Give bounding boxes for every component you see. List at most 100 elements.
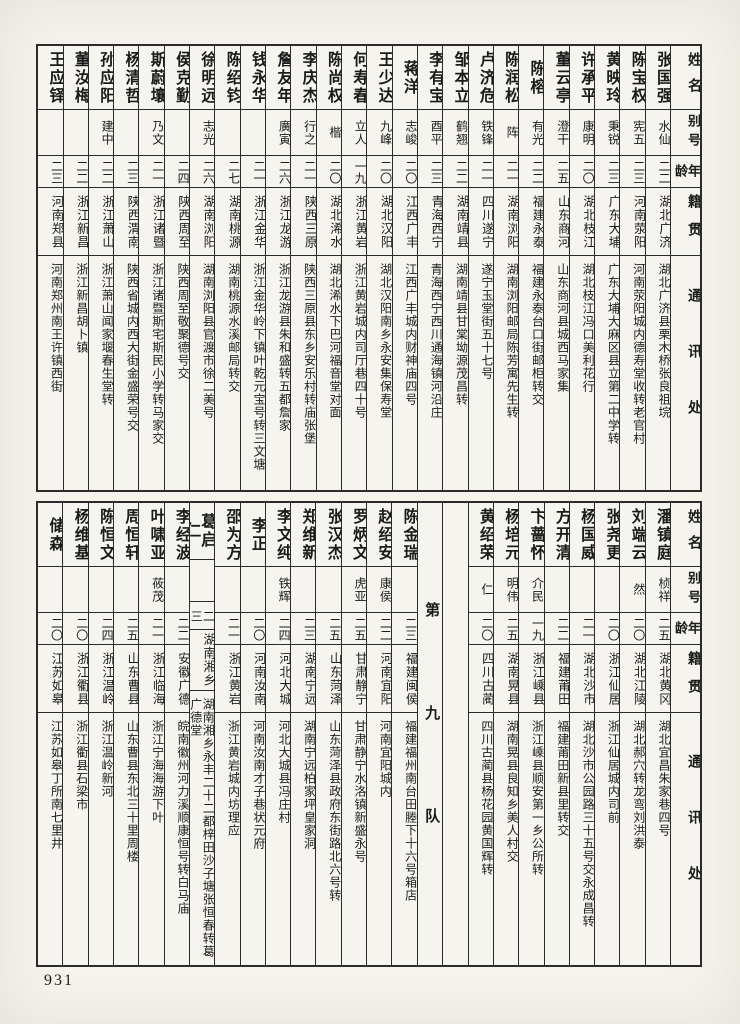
squad-divider-label: 第九队: [423, 601, 440, 911]
person-native-place: 山东商河: [544, 188, 569, 256]
person-column: 陈榕 有光 二二 福建永泰 福建永泰台口街邮柜转交: [518, 46, 544, 490]
person-address: 湖南浏阳县官渡市徐二美号: [201, 263, 215, 419]
person-alias: 铁辉: [265, 567, 291, 613]
person-column: 李正 二〇 河南汝南 河南汝南才子巷状元府: [239, 503, 265, 965]
person-native-place: 湖南晃县: [493, 645, 519, 713]
person-column: 王应铎 二三 河南郑县 河南郑州南王许镇西街: [38, 46, 63, 490]
person-native-place: 浙江新昌: [63, 188, 88, 256]
header-address-label: 通讯处: [686, 754, 700, 922]
squad-divider-spacer: [442, 503, 468, 965]
person-alias: [215, 110, 240, 156]
person-name: 邹本立: [443, 46, 468, 110]
person-native-place: 浙江萧山: [88, 188, 114, 256]
person-native-place: 陕西三原: [291, 188, 316, 256]
roster-table-upper: 姓名 别号 年龄 籍贯 通讯处 张国强 水仙 二二 湖北广济 湖北广济县栗木桥张…: [36, 44, 702, 492]
person-address: 福建莆田新县里转交: [555, 720, 569, 837]
person-alias: [316, 567, 341, 613]
person-column: 蒋洋 志峻 二〇 江西广丰 江西广丰城内财神庙四号: [391, 46, 417, 490]
person-alias: 宪五: [620, 110, 645, 156]
person-native-place: 浙江诸暨: [139, 188, 164, 256]
person-address: 浙江新昌胡卜镇: [74, 263, 88, 354]
person-native-place: 湖北江陵: [620, 645, 645, 713]
person-native-place: 河北大城: [265, 645, 291, 713]
person-name: 邵为方: [215, 503, 240, 567]
person-name: 李有宝: [417, 46, 443, 110]
person-name: 陈绍钧: [215, 46, 240, 110]
person-alias: 铁锋: [468, 110, 493, 156]
person-name: 赵绍安: [367, 503, 392, 567]
person-native-place: 湖北黄冈: [645, 645, 670, 713]
person-native-place: 浙江临海: [139, 645, 164, 713]
person-column: 陈恒文 二四 浙江温岭 浙江温岭新河: [87, 503, 114, 965]
person-age: 二〇: [595, 613, 620, 645]
person-alias: 志峻: [392, 110, 417, 156]
person-alias: 康侯: [367, 567, 392, 613]
person-column: 钱永华 二一 浙江金华 浙江金华岭下镇叶乾元宝号转三文塘: [239, 46, 265, 490]
header-name-label: 姓名: [671, 46, 700, 110]
person-name: 钱永华: [240, 46, 265, 110]
person-native-place: 湖北沙市: [569, 645, 595, 713]
person-name: 李文纯: [265, 503, 291, 567]
person-age: 二一: [240, 156, 265, 188]
person-native-place: 湖南浏阳: [190, 188, 215, 256]
person-alias: 楷: [316, 110, 341, 156]
person-address: 陕西省城内西大街金盛荣号交: [125, 263, 139, 432]
person-native-place: 浙江龙游: [266, 188, 291, 256]
person-age: 一九: [341, 156, 367, 188]
roster-table-lower: 姓名 别号 年龄 籍贯 通讯处 潘镇庭 桢祥 二五 湖北黄冈 湖北宜昌朱家巷四号…: [36, 501, 702, 967]
person-age: 二〇: [316, 156, 341, 188]
person-alias: 有光: [519, 110, 544, 156]
person-native-place: 湖南宁远: [291, 645, 316, 713]
person-alias: 仁: [468, 567, 493, 613]
person-alias: 莜茂: [139, 567, 164, 613]
person-address: 江苏如皋丁所南七里井: [49, 720, 63, 850]
person-column: 方开清 二二 福建莆田 福建莆田新县里转交: [543, 503, 569, 965]
person-age: 一九: [519, 613, 544, 645]
person-name: 罗炳文: [341, 503, 367, 567]
person-alias: 水仙: [645, 110, 670, 156]
person-name: 黄绍荣: [468, 503, 493, 567]
person-address: 河南郑州南王许镇西街: [49, 263, 63, 393]
person-address: 浙江衢县石梁市: [74, 720, 88, 811]
person-name: 储森: [38, 503, 63, 567]
person-age: 二一: [291, 156, 316, 188]
person-column: 董汝梅 二二 浙江新昌 浙江新昌胡卜镇: [62, 46, 88, 490]
person-age: 二三: [291, 613, 316, 645]
person-column: 罗炳文 虎亚 二五 甘肃静宁 甘肃静宁水洛镇新盛永号: [340, 503, 367, 965]
person-age: 二五: [493, 613, 519, 645]
person-alias: [114, 110, 139, 156]
header-name-label: 姓名: [671, 503, 700, 567]
person-native-place: 甘肃静宁: [341, 645, 367, 713]
person-name: 张汉杰: [316, 503, 341, 567]
person-address: 河北大城县冯庄村: [277, 720, 291, 824]
person-address: 湖南晃县良知乡美人村交: [505, 720, 519, 863]
person-column: 邹本立 鹤翘 二二 湖南靖县 湖南靖县甘棠坳源茂昌转: [442, 46, 468, 490]
person-native-place: 福建闽侯: [392, 645, 417, 713]
person-age: 二一: [493, 156, 519, 188]
person-alias: [240, 567, 265, 613]
person-alias: 虎亚: [341, 567, 367, 613]
person-column: 王少达 九峰 二〇 湖北汉阳 湖北汉阳南乡永安集保寿堂: [366, 46, 392, 490]
person-column: 杨国威 二一 湖北沙市 湖北沙市公园路三十五号交永成昌转: [568, 503, 595, 965]
header-native-label: 籍贯: [671, 645, 700, 713]
person-age: 二一: [215, 613, 240, 645]
person-name: 张尧更: [595, 503, 620, 567]
squad-divider-column: 第九队: [416, 503, 468, 965]
person-alias: 澄干: [544, 110, 569, 156]
person-alias: [164, 110, 190, 156]
person-column: 杨维基 二〇 浙江衢县 浙江衢县石梁市: [62, 503, 88, 965]
person-age: 二三: [392, 613, 417, 645]
person-age: 二〇: [38, 613, 63, 645]
person-address: 皖南徽州河力溪顺康恒号转白马庙: [175, 720, 189, 915]
person-name: 孙应阳: [88, 46, 114, 110]
person-column: 赵绍安 康侯 二二 河南宜阳 河南宜阳城内: [366, 503, 392, 965]
person-name: 董云亭: [544, 46, 569, 110]
person-column: 陈润松 阵 二一 湖南浏阳 湖南浏阳邮局陈芳寓先生转: [492, 46, 519, 490]
person-alias: [114, 567, 139, 613]
person-name: 葛启仁: [189, 503, 215, 561]
person-name: 王少达: [367, 46, 392, 110]
person-alias: [164, 567, 189, 613]
person-native-place: 湖北汉阳: [367, 188, 392, 256]
person-age: 二〇: [63, 613, 88, 645]
person-column: 斯蔚壤 乃文 二一 浙江诸暨 浙江诸暨斯宅斯民小学转马家交: [138, 46, 164, 490]
